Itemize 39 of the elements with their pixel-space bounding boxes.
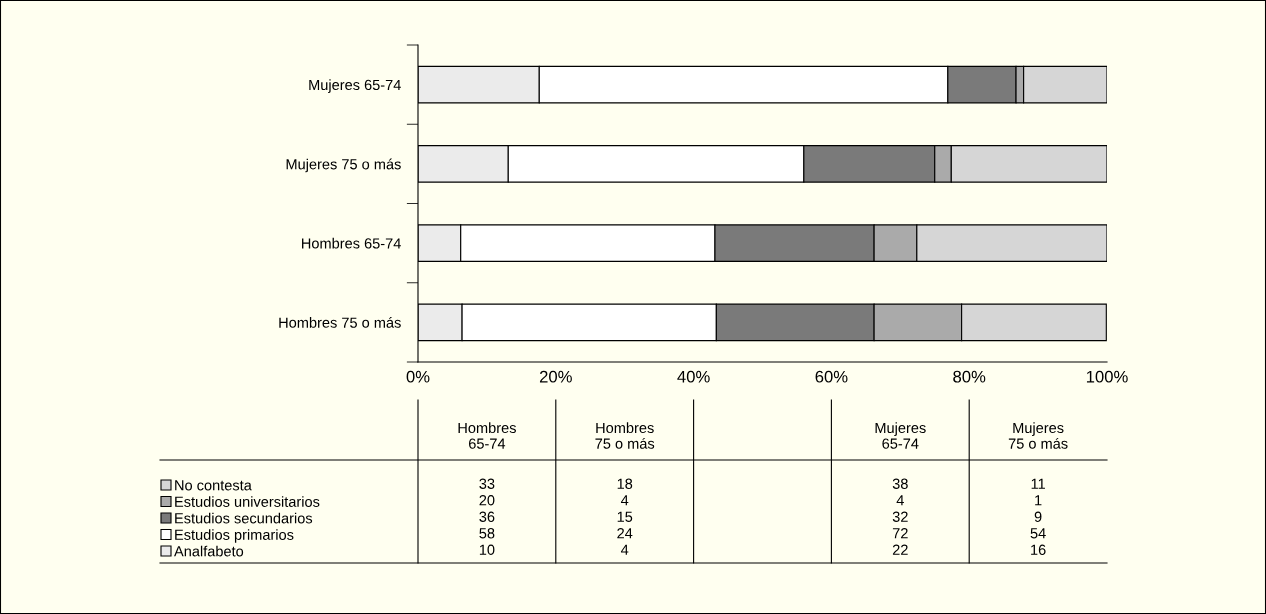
data-label: 72 <box>892 528 908 539</box>
data-label: 11 <box>1031 478 1045 489</box>
x-tick-label: Mujeres 65-74 <box>875 422 926 449</box>
y-tick-label: Analfabeto <box>174 545 244 557</box>
x-tick-label: 100% <box>1086 370 1128 383</box>
y-tick-label: Estudios primarios <box>175 529 294 543</box>
data-label: 54 <box>1030 528 1046 539</box>
x-tick-label: 60% <box>815 370 848 383</box>
y-tick-label: Mujeres 75 o más <box>286 158 401 173</box>
x-tick-label: 80% <box>953 370 986 383</box>
data-label: 4 <box>620 495 629 506</box>
data-label: 18 <box>617 478 633 489</box>
x-tick-label: 40% <box>677 370 710 383</box>
data-label: 33 <box>479 478 495 489</box>
data-label: 4 <box>620 544 629 555</box>
data-label: 15 <box>617 511 633 522</box>
x-tick-label: Mujeres 75 o más <box>1008 422 1068 449</box>
data-label: 16 <box>1031 544 1046 555</box>
data-label: 32 <box>892 511 908 522</box>
data-label: 20 <box>479 495 495 506</box>
y-tick-label: Hombres 65-74 <box>302 237 401 249</box>
x-tick-label: 20% <box>539 370 572 383</box>
y-tick-label: Estudios universitarios <box>175 496 320 507</box>
data-label: 10 <box>479 544 495 555</box>
data-label: 4 <box>896 495 904 506</box>
data-label: 38 <box>892 478 908 489</box>
y-tick-label: Mujeres 65-74 <box>309 79 401 93</box>
x-tick-label: 0% <box>406 370 430 383</box>
y-tick-label: No contesta <box>175 480 252 491</box>
data-label: 36 <box>479 511 495 522</box>
data-label: 1 <box>1035 495 1042 506</box>
data-label: 58 <box>479 528 495 539</box>
y-tick-label: Hombres 75 o más <box>279 316 401 328</box>
data-label: 24 <box>617 528 633 539</box>
x-tick-label: Hombres 75 o más <box>595 422 655 449</box>
y-tick-label: Estudios secundarios <box>175 512 313 524</box>
data-label: 9 <box>1034 511 1042 522</box>
data-label: 22 <box>892 544 908 555</box>
x-tick-label: Hombres 65-74 <box>458 422 516 449</box>
